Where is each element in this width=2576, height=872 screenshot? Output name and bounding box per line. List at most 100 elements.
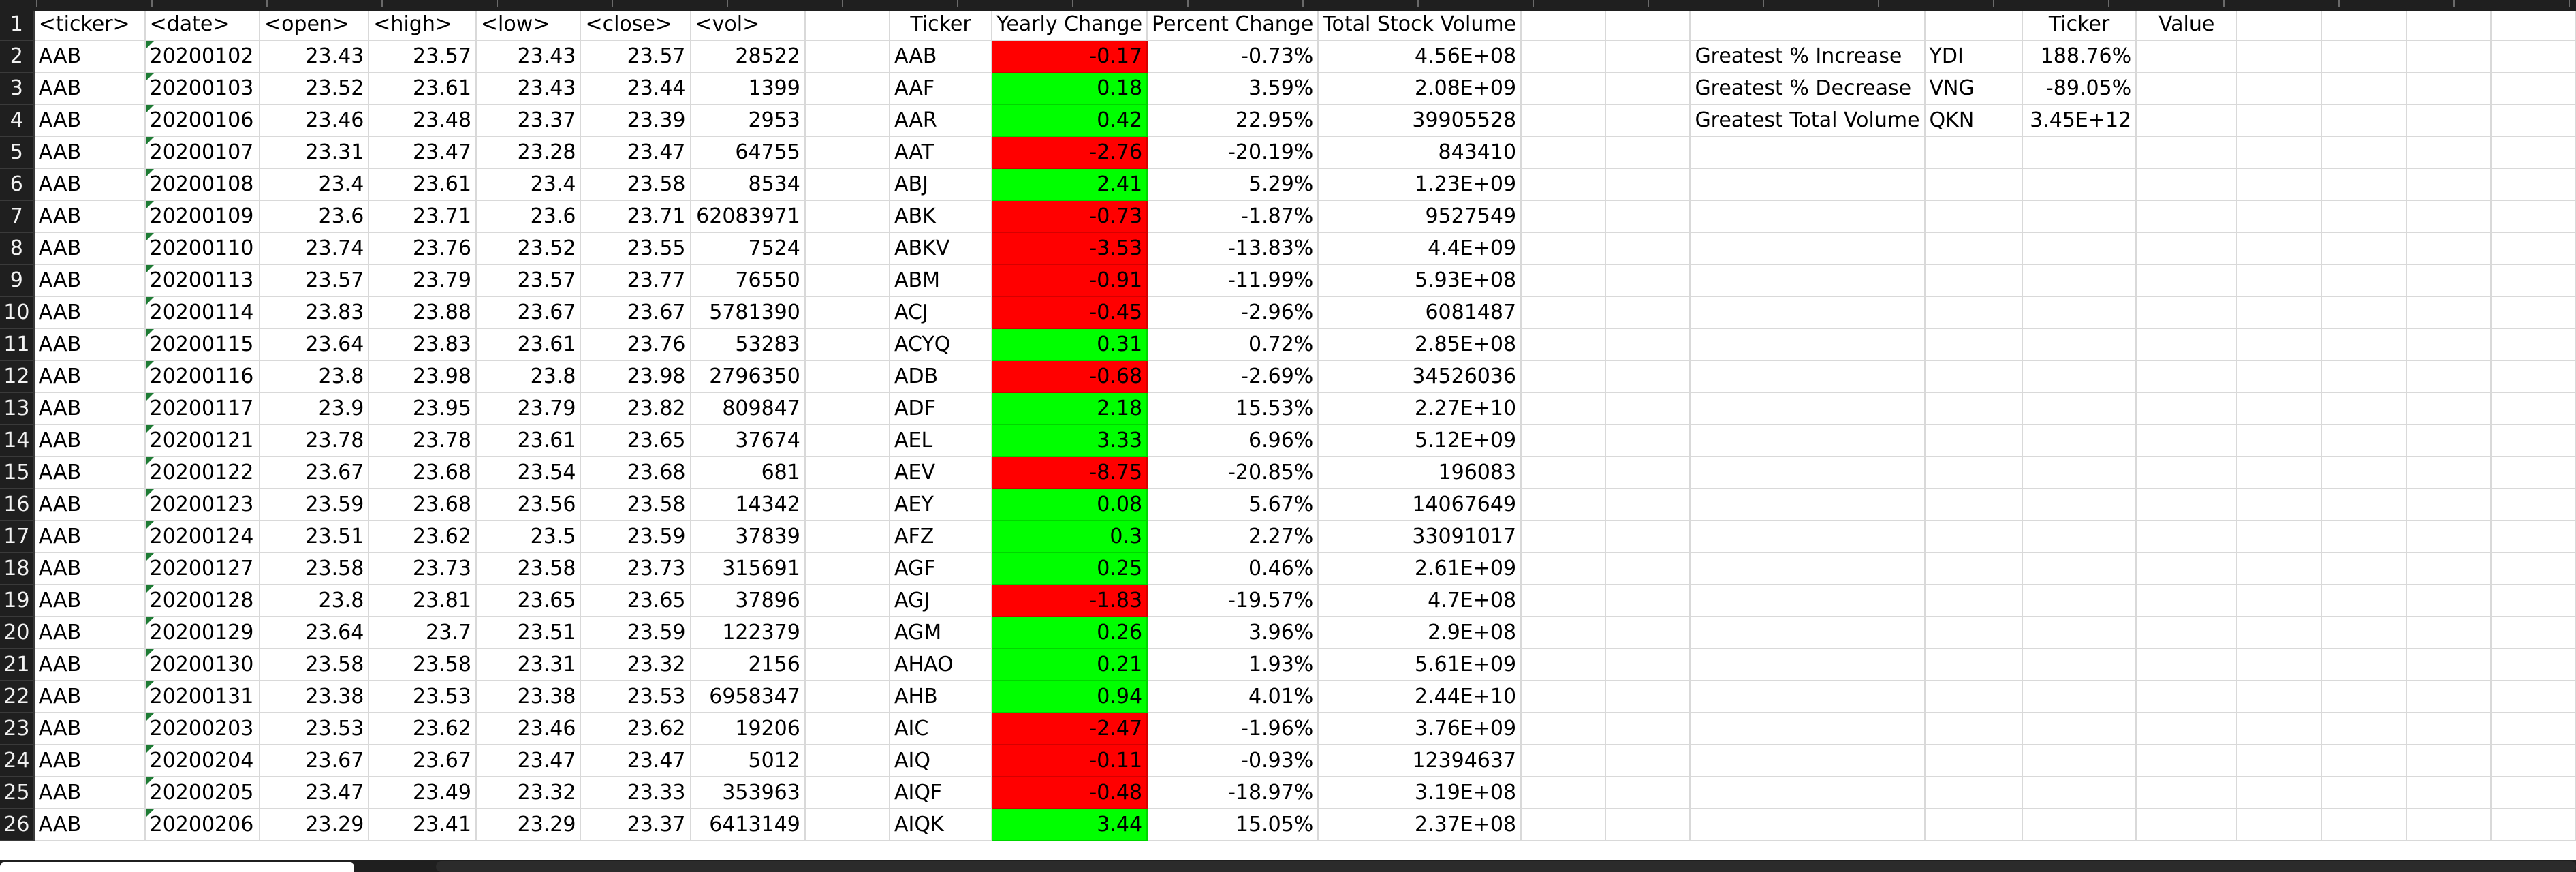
column-header-strip[interactable] bbox=[0, 0, 2576, 11]
row-number[interactable]: 10 bbox=[0, 296, 35, 329]
close-cell[interactable]: 23.58 bbox=[580, 488, 691, 521]
cell[interactable] bbox=[804, 136, 891, 169]
column-divider[interactable] bbox=[727, 0, 728, 7]
cell[interactable] bbox=[804, 8, 891, 41]
cell[interactable] bbox=[2237, 72, 2323, 105]
date-cell[interactable]: 20200127 bbox=[144, 552, 260, 585]
percent-change-cell[interactable]: 3.96% bbox=[1147, 617, 1319, 649]
close-cell[interactable]: 23.47 bbox=[580, 745, 691, 777]
high-cell[interactable]: 23.98 bbox=[368, 360, 477, 393]
cell[interactable] bbox=[2406, 777, 2492, 809]
column-divider[interactable] bbox=[1417, 0, 1419, 7]
cell[interactable] bbox=[2321, 168, 2407, 201]
cell[interactable] bbox=[1521, 200, 1607, 233]
row-number[interactable]: 26 bbox=[0, 809, 35, 841]
percent-change-cell[interactable]: 0.46% bbox=[1147, 552, 1319, 585]
high-cell[interactable]: 23.68 bbox=[368, 456, 477, 489]
cell[interactable] bbox=[2022, 392, 2137, 425]
percent-change-cell[interactable]: -19.57% bbox=[1147, 585, 1319, 617]
low-cell[interactable]: 23.29 bbox=[475, 809, 582, 841]
cell[interactable] bbox=[2022, 809, 2137, 841]
row-number[interactable]: 21 bbox=[0, 649, 35, 681]
column-header-cell[interactable]: <vol> bbox=[690, 8, 806, 41]
cell[interactable] bbox=[2490, 296, 2576, 329]
date-cell[interactable]: 20200117 bbox=[144, 392, 260, 425]
cell[interactable] bbox=[2136, 552, 2238, 585]
cell[interactable] bbox=[1924, 296, 2023, 329]
summary-ticker-cell[interactable]: AEY bbox=[890, 488, 993, 521]
low-cell[interactable]: 23.4 bbox=[475, 168, 582, 201]
greatest-label-cell[interactable]: Greatest % Decrease bbox=[1690, 72, 1926, 105]
total-volume-cell[interactable]: 12394637 bbox=[1318, 745, 1522, 777]
cell[interactable] bbox=[1605, 456, 1691, 489]
cell[interactable] bbox=[1605, 168, 1691, 201]
cell[interactable] bbox=[2237, 360, 2323, 393]
cell[interactable] bbox=[2321, 296, 2407, 329]
greatest-label-cell[interactable]: Greatest Total Volume bbox=[1690, 104, 1926, 137]
cell[interactable] bbox=[2136, 456, 2238, 489]
total-volume-cell[interactable]: 2.44E+10 bbox=[1318, 681, 1522, 713]
cell[interactable] bbox=[1690, 488, 1926, 521]
cell[interactable] bbox=[1924, 360, 2023, 393]
close-cell[interactable]: 23.65 bbox=[580, 585, 691, 617]
ticker-cell[interactable]: AAB bbox=[33, 40, 146, 73]
high-cell[interactable]: 23.49 bbox=[368, 777, 477, 809]
open-cell[interactable]: 23.83 bbox=[259, 296, 370, 329]
percent-change-cell[interactable]: -0.73% bbox=[1147, 40, 1319, 73]
cell[interactable] bbox=[1521, 136, 1607, 169]
summary-ticker-cell[interactable]: AIQF bbox=[890, 777, 993, 809]
ticker-cell[interactable]: AAB bbox=[33, 456, 146, 489]
cell[interactable] bbox=[2321, 40, 2407, 73]
yearly-change-cell[interactable]: -0.17 bbox=[992, 40, 1148, 73]
total-volume-cell[interactable]: 843410 bbox=[1318, 136, 1522, 169]
cell[interactable] bbox=[2490, 232, 2576, 265]
cell[interactable] bbox=[2321, 585, 2407, 617]
cell[interactable] bbox=[2022, 520, 2137, 553]
cell[interactable] bbox=[804, 264, 891, 297]
cell[interactable] bbox=[2022, 745, 2137, 777]
percent-change-cell[interactable]: 6.96% bbox=[1147, 424, 1319, 457]
cell[interactable] bbox=[2321, 777, 2407, 809]
row-number[interactable]: 23 bbox=[0, 713, 35, 745]
cell[interactable] bbox=[1605, 264, 1691, 297]
cell[interactable] bbox=[2237, 745, 2323, 777]
column-divider[interactable] bbox=[1187, 0, 1189, 7]
cell[interactable] bbox=[2136, 681, 2238, 713]
greatest-ticker-cell[interactable]: VNG bbox=[1924, 72, 2023, 105]
open-cell[interactable]: 23.53 bbox=[259, 713, 370, 745]
open-cell[interactable]: 23.52 bbox=[259, 72, 370, 105]
cell[interactable] bbox=[804, 168, 891, 201]
percent-change-cell[interactable]: 5.29% bbox=[1147, 168, 1319, 201]
cell[interactable] bbox=[2490, 104, 2576, 137]
ticker-cell[interactable]: AAB bbox=[33, 585, 146, 617]
cell[interactable] bbox=[2022, 713, 2137, 745]
cell[interactable] bbox=[2490, 40, 2576, 73]
cell[interactable] bbox=[2321, 232, 2407, 265]
cell[interactable] bbox=[2490, 649, 2576, 681]
total-volume-cell[interactable]: 3.19E+08 bbox=[1318, 777, 1522, 809]
cell[interactable] bbox=[2406, 8, 2492, 41]
low-cell[interactable]: 23.31 bbox=[475, 649, 582, 681]
ticker-cell[interactable]: AAB bbox=[33, 777, 146, 809]
cell[interactable] bbox=[1605, 72, 1691, 105]
close-cell[interactable]: 23.82 bbox=[580, 392, 691, 425]
yearly-change-cell[interactable]: 0.94 bbox=[992, 681, 1148, 713]
cell[interactable] bbox=[2321, 552, 2407, 585]
summary-ticker-cell[interactable]: AFZ bbox=[890, 520, 993, 553]
close-cell[interactable]: 23.47 bbox=[580, 136, 691, 169]
cell[interactable] bbox=[804, 809, 891, 841]
column-divider[interactable] bbox=[1878, 0, 1879, 7]
yearly-change-cell[interactable]: -0.91 bbox=[992, 264, 1148, 297]
column-header-cell[interactable]: <ticker> bbox=[33, 8, 146, 41]
close-cell[interactable]: 23.53 bbox=[580, 681, 691, 713]
cell[interactable] bbox=[1605, 296, 1691, 329]
cell[interactable] bbox=[1605, 8, 1691, 41]
cell[interactable] bbox=[2136, 809, 2238, 841]
low-cell[interactable]: 23.43 bbox=[475, 72, 582, 105]
cell[interactable] bbox=[1521, 72, 1607, 105]
yearly-change-cell[interactable]: -1.83 bbox=[992, 585, 1148, 617]
low-cell[interactable]: 23.5 bbox=[475, 520, 582, 553]
cell[interactable] bbox=[2490, 809, 2576, 841]
cell[interactable] bbox=[1690, 520, 1926, 553]
summary-ticker-cell[interactable]: AAR bbox=[890, 104, 993, 137]
